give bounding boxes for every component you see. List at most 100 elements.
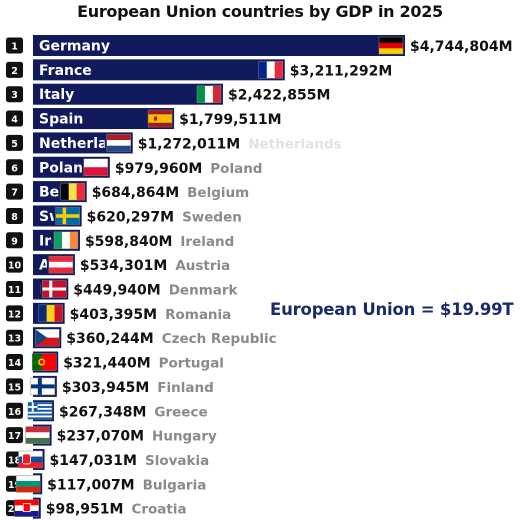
value-label: $360,244M: [66, 331, 153, 347]
flag-croatia-icon: [14, 499, 40, 517]
rank-label: 11: [8, 285, 21, 296]
country-label-in-bar: Denmark: [39, 282, 111, 298]
bar-italy: [33, 83, 223, 105]
rank-badge: [6, 134, 23, 151]
flag-bulgaria-icon: [15, 475, 41, 493]
country-label-in-bar: Belgium: [39, 185, 103, 201]
rank-label: 8: [11, 212, 18, 223]
value-label: $147,031M: [50, 453, 137, 469]
rank-label: 10: [8, 261, 22, 272]
country-label-outside: Sweden: [182, 209, 242, 225]
country-label-in-bar: Ireland: [39, 233, 95, 249]
country-label-in-bar: Italy: [39, 87, 74, 103]
country-label-outside: Ireland: [180, 234, 234, 250]
value-label: $237,070M: [57, 429, 144, 445]
country-label-outside: Bulgaria: [143, 477, 207, 493]
country-label-in-bar: Spain: [39, 112, 83, 128]
rank-label: 16: [8, 407, 22, 418]
rank-badge: [6, 232, 23, 249]
rank-badge: [6, 86, 23, 103]
flag-belgium-icon: [60, 182, 85, 201]
value-label: $321,440M: [63, 356, 150, 372]
country-label-in-bar: Sweden: [39, 209, 101, 225]
value-label: $3,211,292M: [290, 63, 393, 79]
rank-badge: [6, 159, 23, 176]
flag-spain-icon: [147, 109, 173, 128]
bar-row-croatia: 20 Croatia$98,951M Croatia: [6, 497, 187, 519]
country-label-in-bar: Germany: [39, 39, 110, 55]
country-label-outside: Hungary: [152, 429, 217, 445]
flag-portugal-icon: [31, 353, 57, 371]
flag-poland-icon: [83, 158, 109, 176]
country-label-in-bar: France: [39, 63, 92, 79]
country-label-outside: Portugal: [159, 356, 224, 372]
rank-label: 6: [11, 163, 18, 174]
rank-badge: [6, 305, 23, 322]
country-label-outside: Slovakia: [145, 453, 209, 469]
rank-badge: [6, 37, 23, 54]
rank-label: 15: [8, 382, 21, 393]
bar-row-romania: 12 Romania$403,395M Romania: [6, 302, 231, 324]
flag-france-icon: [258, 61, 284, 79]
bar-row-finland: 15 Finland$303,945M Finland: [6, 375, 214, 397]
bar-row-czech-republic: 13 Czech Republic$360,244M Czech Republic: [6, 327, 277, 349]
rank-badge: [6, 207, 23, 224]
value-label: $303,945M: [62, 380, 149, 396]
value-label: $534,301M: [80, 258, 167, 274]
flag-greece-icon: [27, 402, 53, 420]
flag-hungary-icon: [25, 426, 50, 444]
bar-row-denmark: 11 Denmark$449,940M Denmark: [6, 278, 239, 300]
bar-row-bulgaria: 19 Bulgaria$117,007M Bulgaria: [6, 473, 207, 495]
value-label: $2,422,855M: [228, 88, 331, 104]
bar-row-portugal: 14 Portugal$321,440M Portugal: [6, 351, 224, 373]
country-label-outside: Czech Republic: [162, 331, 277, 347]
country-label-in-bar: Netherlands: [39, 136, 136, 152]
rank-badge: [6, 402, 23, 419]
eu-total-annotation: European Union = $19.99T: [270, 300, 514, 319]
bar-row-greece: 16 Greece$267,348M Greece: [6, 400, 208, 422]
country-label-outside: Croatia: [131, 502, 186, 518]
rank-badge: [6, 329, 23, 346]
value-label: $117,007M: [47, 477, 134, 493]
country-label-outside: Romania: [165, 307, 231, 323]
bar-row-slovakia: 18 Slovakia$147,031M Slovakia: [6, 448, 209, 470]
rank-label: 17: [8, 431, 21, 442]
country-label-outside: Poland: [210, 161, 262, 177]
bar-row-netherlands: 5 Netherlands $1,272,011M Netherlands: [6, 132, 342, 154]
rank-label: 9: [11, 236, 18, 247]
country-label-outside: Belgium: [187, 185, 249, 201]
value-label: $620,297M: [87, 209, 174, 225]
rank-badge: [6, 183, 23, 200]
value-label: $684,864M: [92, 185, 179, 201]
bar-row-hungary: 17 Hungary$237,070M Hungary: [6, 424, 217, 446]
value-label: $4,744,804M: [410, 39, 513, 55]
value-label: $979,960M: [115, 161, 202, 177]
flag-denmark-icon: [42, 280, 67, 298]
flag-italy-icon: [196, 85, 222, 103]
bar-germany: [33, 35, 405, 56]
value-label: $449,940M: [73, 283, 160, 299]
flag-germany-icon: [378, 36, 404, 55]
rank-badge: [6, 61, 23, 78]
rank-label: 7: [11, 188, 18, 199]
rank-label: 14: [8, 358, 22, 369]
rank-label: 18: [8, 455, 22, 466]
value-label: $403,395M: [70, 307, 157, 323]
rank-label: 19: [8, 480, 21, 491]
country-label-in-bar: Austria: [39, 258, 96, 274]
rank-badge: [6, 281, 23, 297]
country-label-outside: Finland: [157, 380, 213, 396]
rank-badge: [6, 427, 23, 444]
value-label: $598,840M: [85, 234, 172, 250]
value-label: $267,348M: [59, 404, 146, 420]
bar-france: [33, 59, 285, 81]
value-label: $1,272,011M: [138, 136, 241, 152]
country-label-outside: Netherlands: [248, 136, 341, 152]
flag-sweden-icon: [55, 207, 80, 225]
flag-netherlands-icon: [106, 134, 131, 152]
rank-label: 13: [8, 334, 21, 345]
